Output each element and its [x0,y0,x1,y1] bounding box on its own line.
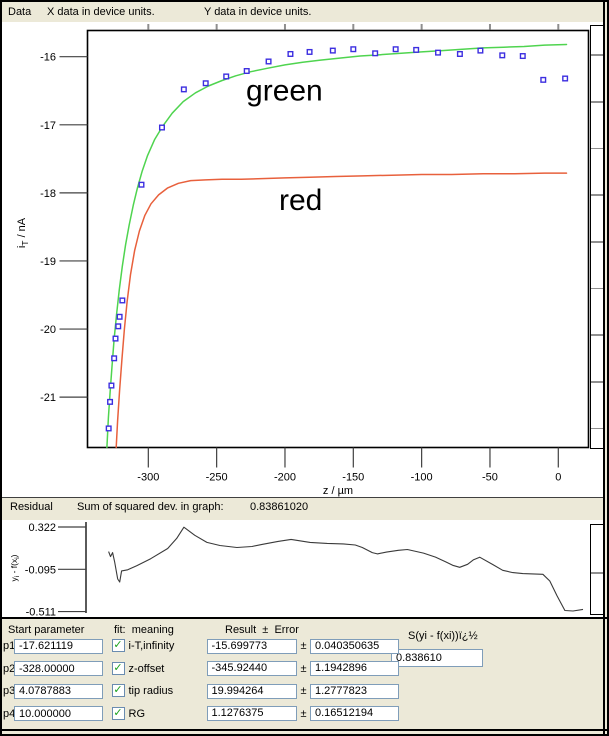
param-id-p4: p4 [3,707,16,720]
start-param-input-p3[interactable] [14,683,103,699]
error-value-p2: 1.1942896 [310,661,399,676]
inner-right-edge-line [603,2,605,734]
plus-minus-p1: ± [300,640,307,652]
window-border-top [0,0,609,2]
param-meaning-p2: z-offset [128,662,165,675]
sum-formula-label: S(yi - f(xi))ï¿½ [408,630,478,642]
param-id-p1: p1 [3,640,16,652]
bottom-rule [0,728,609,731]
header-fit-meaning: fit: meaning [114,624,174,636]
residual-plot-panel [2,519,603,617]
strip-divider [590,54,603,56]
x-units-label: X data in device units. [47,6,155,18]
main-plot-panel [2,22,603,497]
window-border-right [607,0,609,736]
strip-divider [590,147,603,149]
header-start-parameter: Start parameter [8,624,85,636]
sum-squared-dev-value: 0.83861020 [250,501,309,513]
result-value-p4: 1.1276375 [206,706,297,721]
residual-title: Residual [10,501,53,513]
result-value-p2: -345.92440 [206,661,297,676]
strip-divider [590,381,603,383]
start-param-input-p1[interactable] [14,638,103,654]
header-result-error: Result ± Error [225,624,299,636]
error-value-p4: 0.16512194 [310,706,399,721]
right-scale-strip-main [589,25,604,449]
strip-divider [590,101,603,103]
fit-checkbox-p2[interactable]: ✓ [111,661,125,675]
plus-minus-p4: ± [300,707,307,720]
param-meaning-p3: tip radius [128,685,174,697]
plus-minus-p3: ± [300,685,307,697]
strip-divider [590,194,603,196]
param-meaning-p4: RG [128,707,146,720]
fit-checkbox-p3[interactable]: ✓ [111,684,125,697]
window-border-bottom [0,734,609,736]
strip-divider [590,427,603,429]
menubar: Data X data in device units. Y data in d… [2,2,603,22]
result-value-p1: -15.699773 [206,638,297,654]
strip-divider [590,334,603,336]
y-units-label: Y data in device units. [204,6,312,18]
error-value-p3: 1.2777823 [310,683,399,699]
result-value-p3: 19.994264 [206,683,297,699]
fit-checkbox-p1[interactable]: ✓ [111,639,125,652]
fit-checkbox-p4[interactable]: ✓ [111,706,125,720]
param-id-p2: p2 [3,662,16,675]
menu-data[interactable]: Data [8,6,32,18]
sum-squared-dev-label: Sum of squared dev. in graph: [77,501,224,513]
right-scale-strip-residual [589,523,604,615]
start-param-input-p4[interactable] [14,706,103,721]
sum-value: 0.838610 [396,651,442,664]
strip-divider [590,241,603,243]
strip-divider [590,287,603,289]
residual-header-bar: Residual Sum of squared dev. in graph: 0… [2,497,603,520]
sum-value-box: 0.838610 [391,648,483,667]
plus-minus-p2: ± [300,662,307,675]
error-value-p1: 0.040350635 [310,638,399,654]
param-id-p3: p3 [3,685,16,697]
param-meaning-p1: i-T,infinity [128,640,175,652]
start-param-input-p2[interactable] [14,661,103,676]
strip-divider [590,572,603,574]
window-border-left [0,0,2,736]
panel-separator [2,617,607,619]
